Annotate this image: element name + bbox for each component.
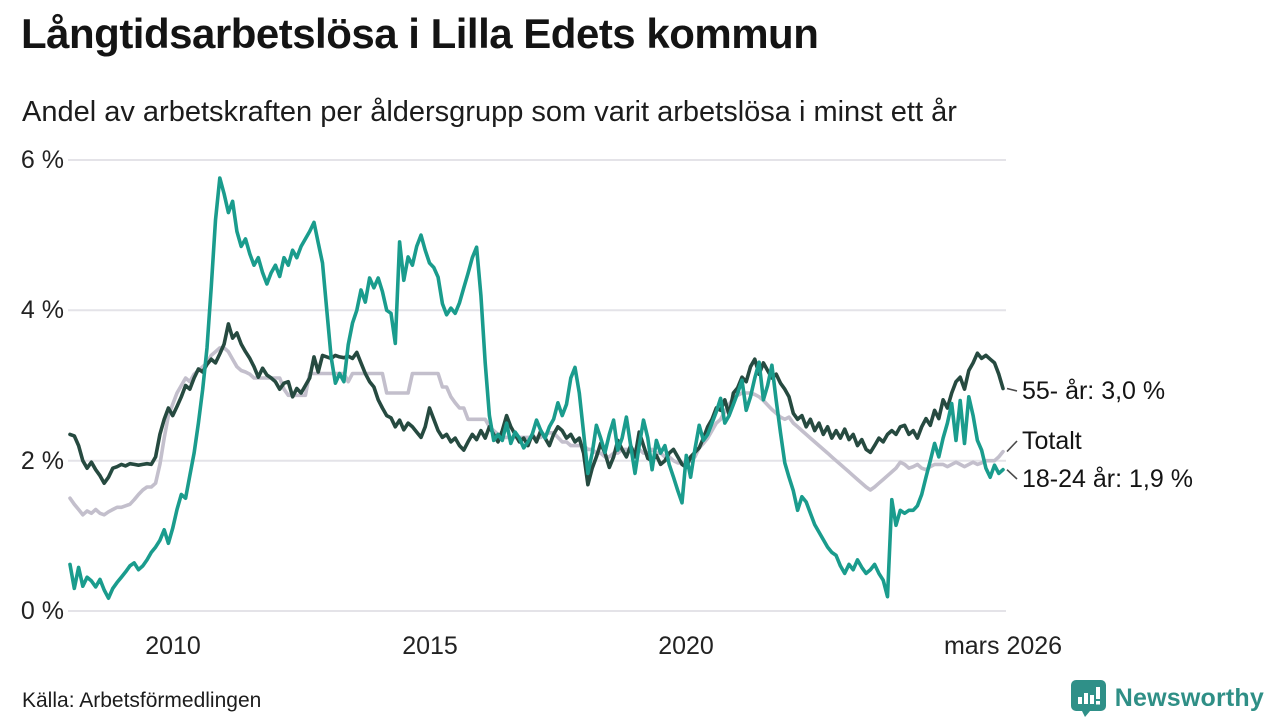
y-axis-tick-0: 0 %: [20, 597, 64, 625]
label-leader: [1006, 469, 1018, 480]
series-label-55-plus: 55- år: 3,0 %: [1022, 377, 1166, 405]
label-leader: [1006, 387, 1018, 392]
chart-subtitle: Andel av arbetskraften per åldersgrupp s…: [22, 96, 957, 128]
line-totalt: [68, 346, 1005, 517]
line-18-24-r: [68, 176, 1005, 600]
series-label-totalt: Totalt: [1022, 427, 1082, 455]
newsworthy-bubble-icon: [1070, 680, 1106, 717]
label-leader: [1006, 440, 1018, 453]
x-axis-tick-2015: 2015: [402, 632, 458, 660]
source-note: Källa: Arbetsförmedlingen: [22, 689, 262, 712]
x-axis-tick-mars-2026: mars 2026: [943, 632, 1063, 660]
newsworthy-wordmark: Newsworthy: [1114, 683, 1264, 712]
y-axis-tick-4: 4 %: [20, 296, 64, 325]
y-axis-tick-2: 2 %: [20, 446, 64, 475]
y-axis-tick-6: 6 %: [20, 145, 64, 174]
page-title: Långtidsarbetslösa i Lilla Edets kommun: [21, 10, 819, 57]
line-55-r: [68, 322, 1005, 487]
x-axis-tick-2020: 2020: [658, 632, 714, 660]
newsworthy-logo: Newsworthy: [1070, 679, 1264, 717]
series-label-18-24: 18-24 år: 1,9 %: [1022, 465, 1193, 493]
x-axis-tick-2010: 2010: [145, 632, 201, 660]
